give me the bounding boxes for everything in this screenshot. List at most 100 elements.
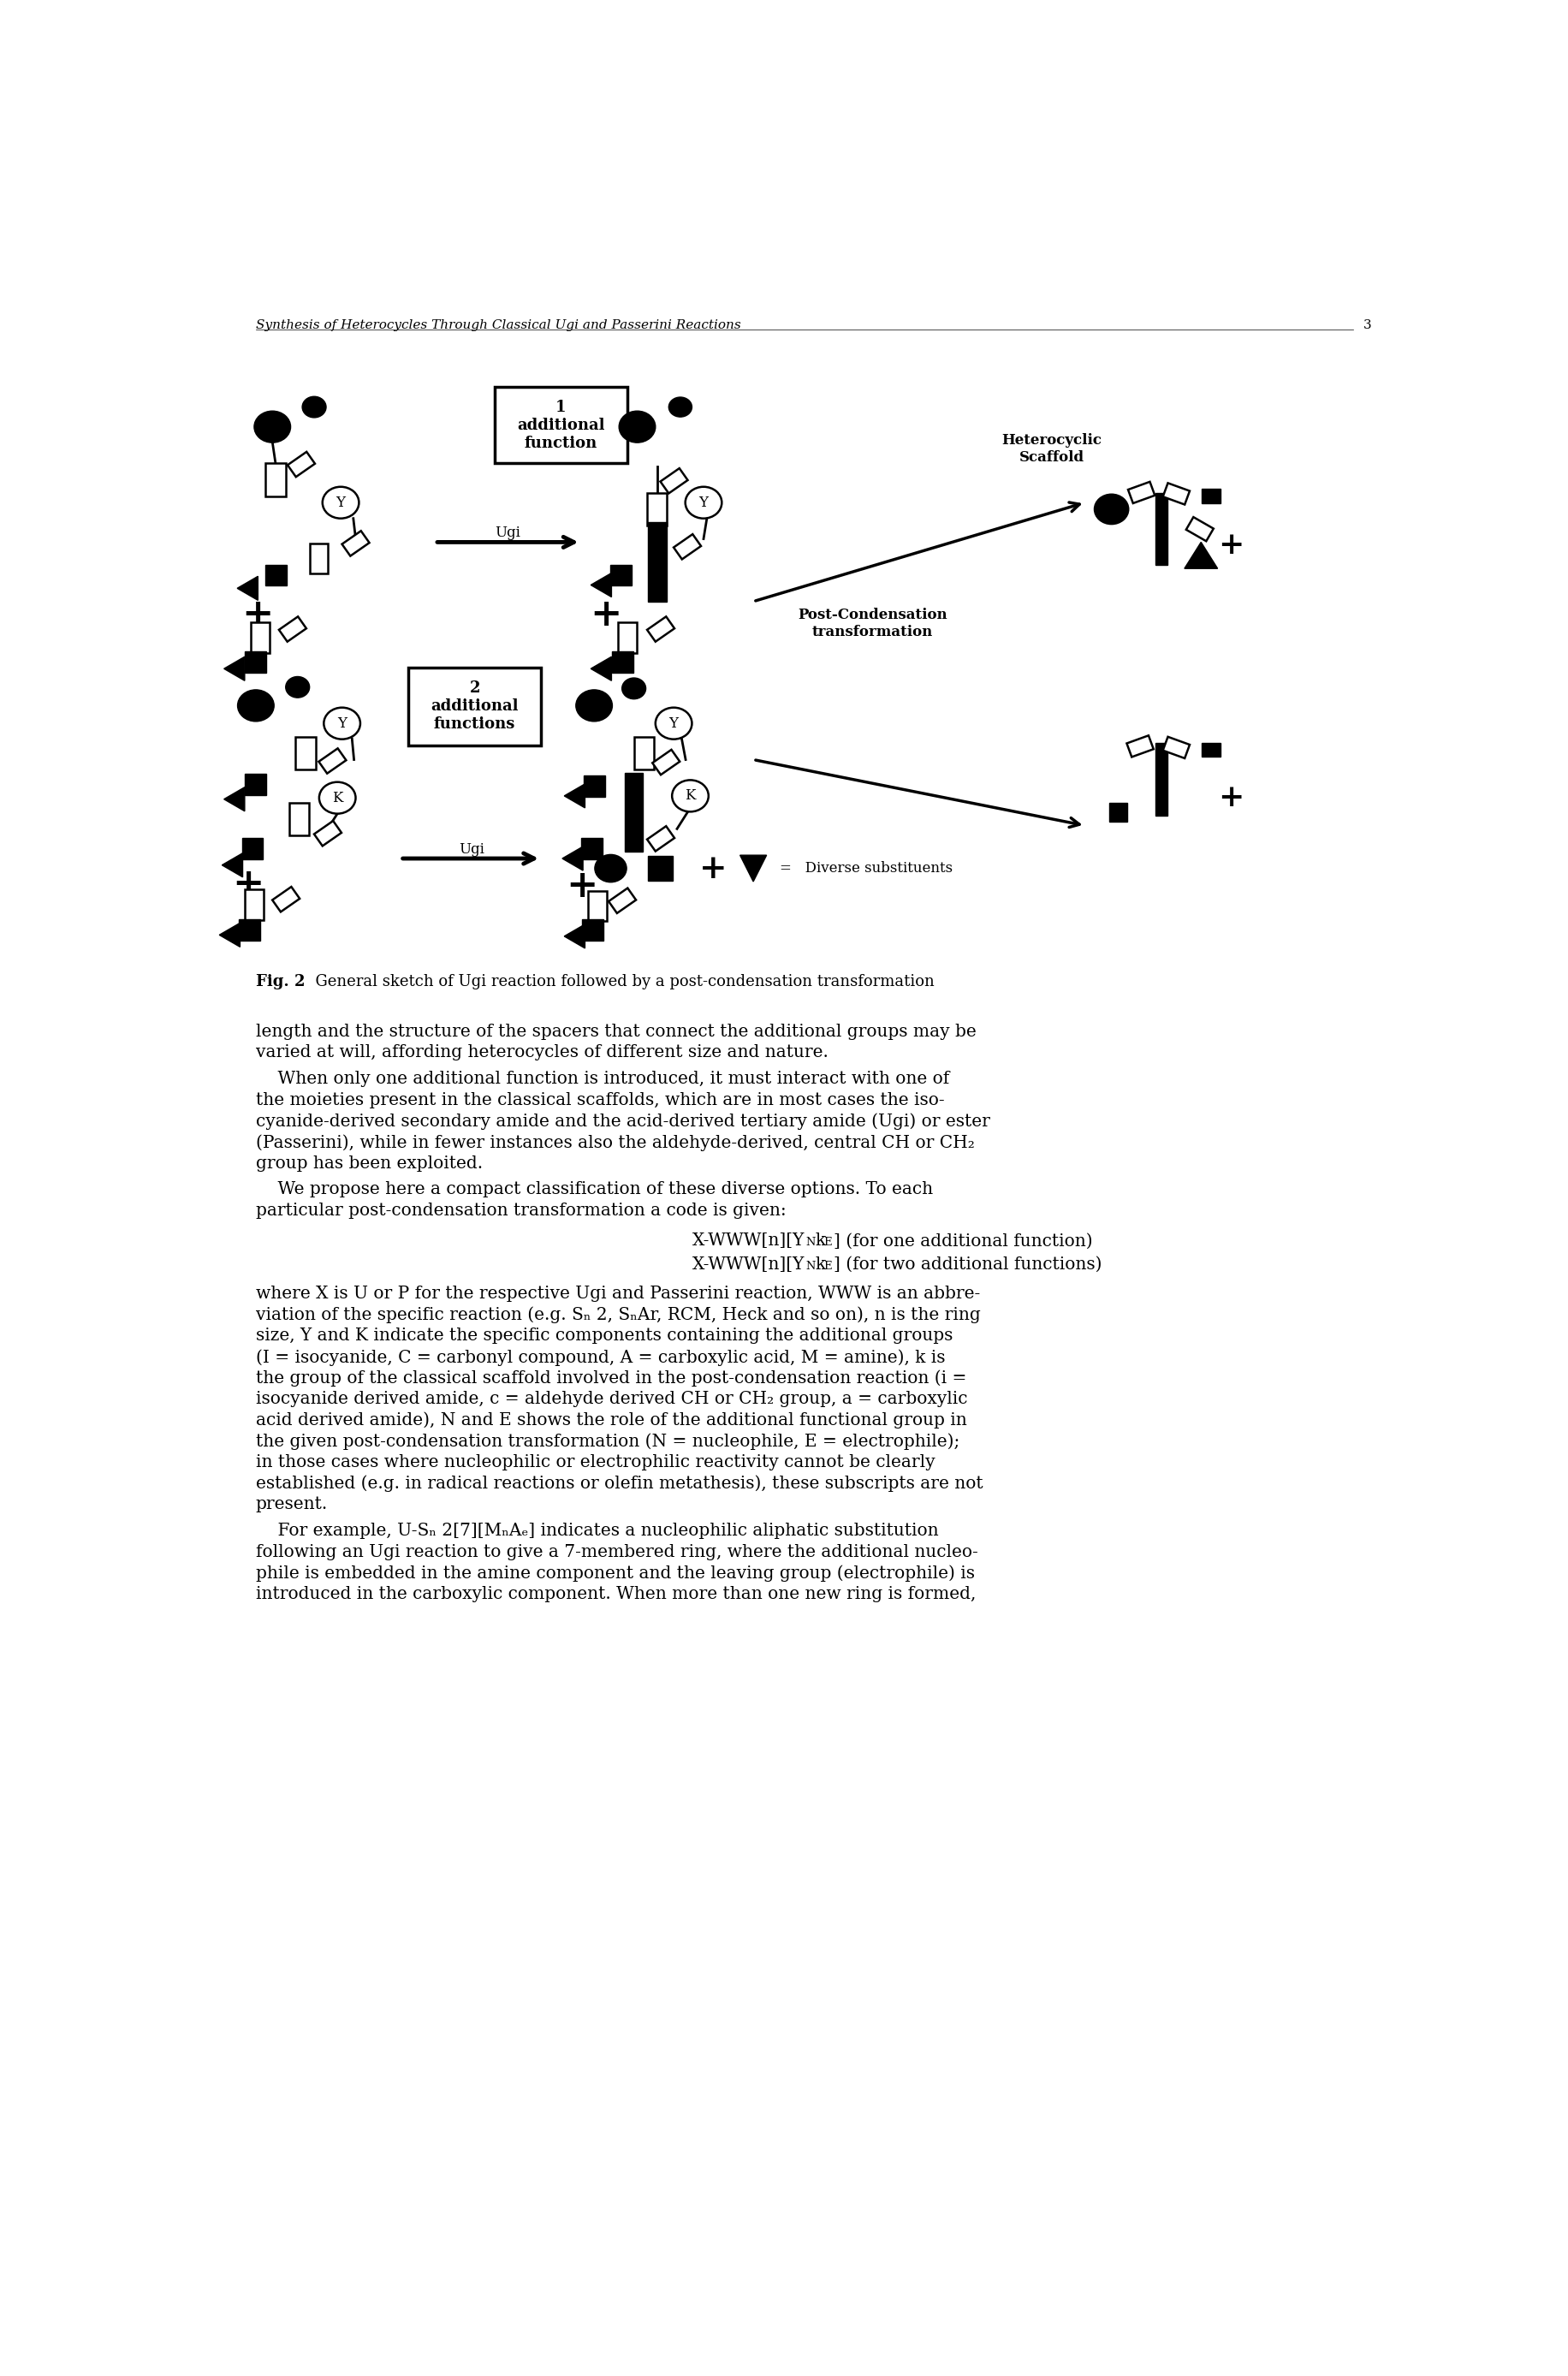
Text: length and the structure of the spacers that connect the additional groups may b: length and the structure of the spacers … bbox=[256, 1024, 975, 1041]
Bar bbox=[241, 839, 263, 860]
Bar bbox=[1154, 492, 1167, 565]
Bar bbox=[648, 855, 673, 881]
Text: +: + bbox=[241, 596, 274, 632]
Text: +: + bbox=[1217, 784, 1243, 813]
Text: viation of the specific reaction (e.g. Sₙ 2, SₙAr, RCM, Heck and so on), n is th: viation of the specific reaction (e.g. S… bbox=[256, 1307, 980, 1323]
Text: group has been exploited.: group has been exploited. bbox=[256, 1155, 483, 1171]
Text: When only one additional function is introduced, it must interact with one of: When only one additional function is int… bbox=[256, 1072, 949, 1086]
Bar bbox=[342, 530, 368, 556]
Bar bbox=[618, 623, 637, 653]
Ellipse shape bbox=[594, 855, 626, 881]
Text: ] (for one additional function): ] (for one additional function) bbox=[833, 1233, 1091, 1250]
Bar bbox=[660, 468, 687, 494]
Bar bbox=[648, 492, 666, 525]
Bar bbox=[265, 463, 285, 497]
Text: established (e.g. in radical reactions or olefin metathesis), these subscripts a: established (e.g. in radical reactions o… bbox=[256, 1475, 983, 1492]
Bar bbox=[1127, 482, 1154, 504]
Polygon shape bbox=[591, 573, 612, 596]
Bar bbox=[265, 565, 287, 584]
Ellipse shape bbox=[254, 411, 290, 442]
Bar bbox=[646, 827, 674, 851]
Bar bbox=[289, 803, 309, 836]
Text: K: K bbox=[685, 789, 695, 803]
Bar bbox=[245, 889, 263, 920]
Text: the group of the classical scaffold involved in the post-condensation reaction (: the group of the classical scaffold invo… bbox=[256, 1371, 966, 1388]
Text: 2
additional
functions: 2 additional functions bbox=[431, 682, 519, 732]
Polygon shape bbox=[564, 784, 585, 808]
Ellipse shape bbox=[655, 708, 691, 739]
Bar bbox=[245, 775, 267, 796]
Text: varied at will, affording heterocycles of different size and nature.: varied at will, affording heterocycles o… bbox=[256, 1045, 828, 1060]
Polygon shape bbox=[564, 924, 585, 948]
Ellipse shape bbox=[318, 782, 356, 813]
Bar bbox=[1162, 482, 1189, 504]
Bar bbox=[624, 772, 643, 853]
Text: Post-Condensation
transformation: Post-Condensation transformation bbox=[798, 608, 947, 639]
Polygon shape bbox=[221, 853, 243, 877]
Text: Fig. 2: Fig. 2 bbox=[256, 974, 304, 988]
Bar bbox=[673, 535, 701, 558]
Polygon shape bbox=[224, 656, 245, 680]
Text: in those cases where nucleophilic or electrophilic reactivity cannot be clearly: in those cases where nucleophilic or ele… bbox=[256, 1454, 935, 1471]
Bar bbox=[318, 748, 347, 775]
Ellipse shape bbox=[285, 677, 309, 699]
Bar bbox=[583, 775, 604, 796]
Ellipse shape bbox=[323, 708, 361, 739]
Text: Y: Y bbox=[698, 494, 707, 511]
Text: particular post-condensation transformation a code is given:: particular post-condensation transformat… bbox=[256, 1202, 786, 1219]
Text: (Passerini), while in fewer instances also the aldehyde-derived, central CH or C: (Passerini), while in fewer instances al… bbox=[256, 1133, 974, 1150]
Text: =   Diverse substituents: = Diverse substituents bbox=[779, 860, 952, 877]
Text: X-WWW[n][Yk] (for one additional function): X-WWW[n][Yk] (for one additional functio… bbox=[610, 1233, 993, 1250]
Bar bbox=[279, 615, 306, 642]
Ellipse shape bbox=[671, 779, 709, 813]
Bar bbox=[646, 615, 674, 642]
Polygon shape bbox=[591, 656, 612, 680]
Text: k: k bbox=[815, 1233, 825, 1250]
Text: E: E bbox=[823, 1238, 831, 1247]
Bar bbox=[608, 889, 635, 912]
Bar bbox=[1201, 744, 1220, 758]
Bar bbox=[652, 751, 679, 775]
Text: X-WWW[n][Y: X-WWW[n][Y bbox=[691, 1233, 804, 1250]
Text: +: + bbox=[232, 867, 263, 903]
Bar bbox=[1201, 489, 1220, 504]
Ellipse shape bbox=[668, 397, 691, 416]
Bar bbox=[251, 623, 270, 653]
Text: +: + bbox=[1217, 530, 1243, 561]
Text: Y: Y bbox=[668, 715, 677, 732]
Polygon shape bbox=[237, 577, 257, 601]
Text: Ugi: Ugi bbox=[495, 525, 521, 539]
Bar bbox=[1126, 737, 1152, 758]
Text: Y: Y bbox=[337, 715, 347, 732]
Polygon shape bbox=[220, 922, 240, 948]
Bar bbox=[245, 651, 267, 672]
Polygon shape bbox=[1184, 542, 1217, 568]
Bar bbox=[1162, 737, 1189, 758]
Text: K: K bbox=[332, 791, 342, 805]
Text: size, Y and K indicate the specific components containing the additional groups: size, Y and K indicate the specific comp… bbox=[256, 1328, 952, 1345]
Text: the given post-condensation transformation (N = nucleophile, E = electrophile);: the given post-condensation transformati… bbox=[256, 1433, 960, 1449]
Bar bbox=[1154, 744, 1167, 815]
Text: ] (for two additional functions): ] (for two additional functions) bbox=[833, 1257, 1101, 1274]
Bar bbox=[648, 523, 666, 601]
Ellipse shape bbox=[1093, 494, 1127, 525]
Text: where X is U or P for the respective Ugi and Passerini reaction, WWW is an abbre: where X is U or P for the respective Ugi… bbox=[256, 1285, 980, 1302]
Text: N: N bbox=[806, 1238, 815, 1247]
Text: We propose here a compact classification of these diverse options. To each: We propose here a compact classification… bbox=[256, 1181, 933, 1198]
Text: X-WWW[n][Yk] (for two additional functions): X-WWW[n][Yk] (for two additional functio… bbox=[605, 1257, 996, 1274]
Text: cyanide-derived secondary amide and the acid-derived tertiary amide (Ugi) or est: cyanide-derived secondary amide and the … bbox=[256, 1112, 989, 1129]
FancyBboxPatch shape bbox=[408, 668, 541, 746]
Text: +: + bbox=[590, 596, 621, 632]
Bar bbox=[588, 891, 607, 922]
Bar bbox=[273, 886, 299, 912]
Text: introduced in the carboxylic component. When more than one new ring is formed,: introduced in the carboxylic component. … bbox=[256, 1587, 975, 1601]
Text: isocyanide derived amide, c = aldehyde derived CH or CH₂ group, a = carboxylic: isocyanide derived amide, c = aldehyde d… bbox=[256, 1390, 967, 1407]
Text: (I = isocyanide, C = carbonyl compound, A = carboxylic acid, M = amine), k is: (I = isocyanide, C = carbonyl compound, … bbox=[256, 1350, 944, 1366]
Ellipse shape bbox=[323, 487, 359, 518]
Text: Ugi: Ugi bbox=[458, 841, 485, 858]
Text: acid derived amide), N and E shows the role of the additional functional group i: acid derived amide), N and E shows the r… bbox=[256, 1411, 966, 1428]
Bar bbox=[1109, 803, 1127, 822]
Text: General sketch of Ugi reaction followed by a post-condensation transformation: General sketch of Ugi reaction followed … bbox=[306, 974, 935, 988]
Ellipse shape bbox=[237, 689, 274, 722]
Polygon shape bbox=[740, 855, 767, 881]
